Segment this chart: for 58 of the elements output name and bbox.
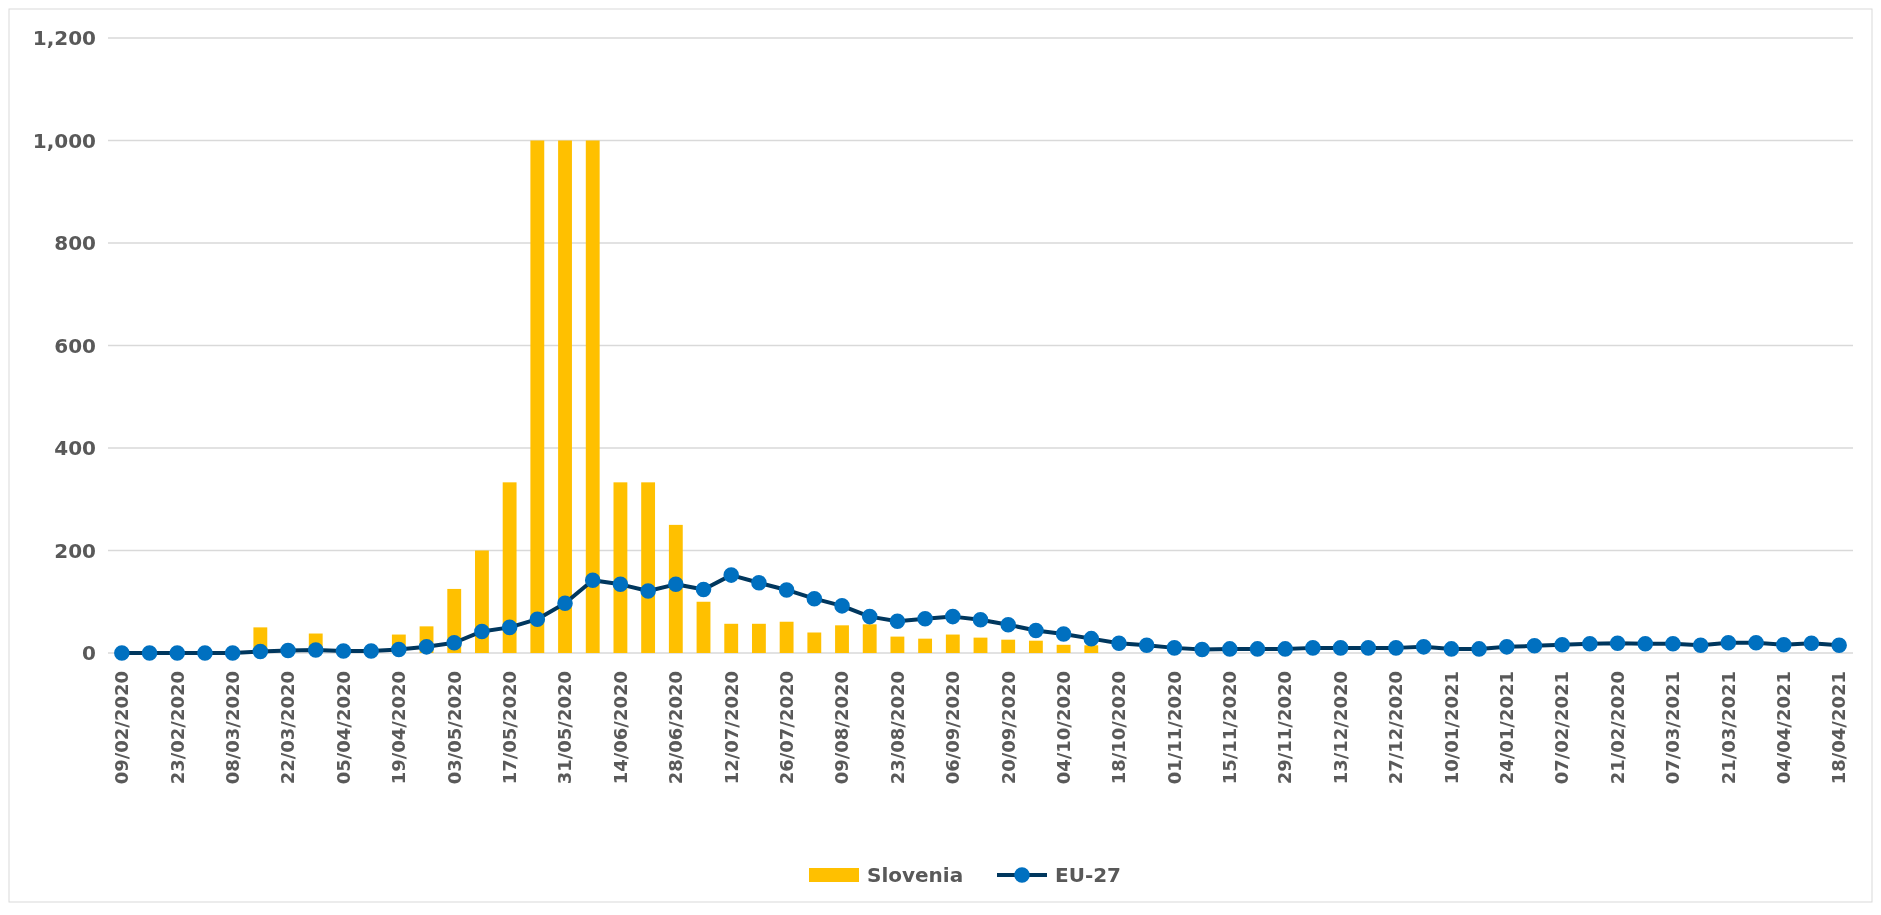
x-tick-label: 22/03/2020 — [277, 671, 299, 785]
x-tick-label: 24/01/2021 — [1496, 671, 1518, 785]
bar — [641, 482, 656, 653]
x-tick-label: 20/09/2020 — [997, 671, 1019, 785]
x-tick-label: 04/10/2020 — [1052, 671, 1074, 785]
bar — [973, 637, 988, 653]
bar — [918, 638, 933, 653]
x-tick-label: 29/11/2020 — [1274, 671, 1296, 785]
x-tick-label: 12/07/2020 — [720, 671, 742, 785]
x-tick-label: 13/12/2020 — [1329, 671, 1351, 785]
bar — [530, 140, 545, 653]
x-tick-label: 26/07/2020 — [775, 671, 797, 785]
x-tick-label: 03/05/2020 — [443, 671, 465, 785]
bar — [724, 623, 739, 653]
x-tick-label: 18/04/2021 — [1828, 671, 1850, 785]
x-tick-label: 01/11/2020 — [1163, 671, 1185, 785]
legend-label: Slovenia — [867, 863, 964, 887]
bar — [890, 636, 905, 653]
x-tick-label: 09/08/2020 — [831, 671, 853, 785]
x-tick-label: 04/04/2021 — [1773, 671, 1795, 785]
x-tick-label: 18/10/2020 — [1108, 671, 1130, 785]
x-tick-label: 10/01/2021 — [1440, 671, 1462, 785]
x-tick-label: 09/02/2020 — [111, 671, 133, 785]
x-tick-label: 23/08/2020 — [886, 671, 908, 785]
y-tick-label: 1,200 — [32, 26, 96, 50]
x-tick-label: 23/02/2020 — [166, 671, 188, 785]
x-tick-label: 27/12/2020 — [1385, 671, 1407, 785]
bar — [585, 140, 600, 653]
x-tick-label: 15/11/2020 — [1219, 671, 1241, 785]
y-tick-label: 800 — [54, 231, 96, 255]
bar — [613, 482, 628, 653]
x-tick-label: 05/04/2020 — [332, 671, 354, 785]
x-tick-label: 07/02/2021 — [1551, 671, 1573, 785]
legend-label: EU-27 — [1055, 863, 1122, 887]
bar — [502, 482, 517, 653]
bar — [807, 632, 822, 653]
bar — [835, 625, 849, 653]
y-tick-label: 200 — [54, 538, 96, 563]
y-tick-label: 1,000 — [32, 128, 96, 153]
x-tick-label: 31/05/2020 — [554, 671, 576, 785]
x-tick-label: 06/09/2020 — [942, 671, 964, 785]
y-tick-label: 400 — [54, 436, 96, 460]
x-tick-label: 19/04/2020 — [388, 671, 410, 785]
bar — [945, 634, 960, 653]
x-tick-label: 21/02/2020 — [1606, 671, 1628, 785]
y-tick-label: 0 — [82, 641, 96, 665]
bar — [696, 601, 711, 653]
y-tick-label: 600 — [54, 333, 96, 358]
x-tick-label: 28/06/2020 — [665, 671, 687, 785]
x-tick-label: 08/03/2020 — [221, 671, 243, 785]
x-tick-label: 07/03/2021 — [1662, 671, 1684, 785]
x-tick-label: 14/06/2020 — [609, 671, 631, 785]
bar — [558, 140, 572, 653]
x-tick-label: 17/05/2020 — [498, 671, 520, 785]
bar — [751, 623, 766, 653]
bar — [1001, 639, 1016, 653]
x-tick-label: 21/03/2021 — [1717, 671, 1739, 785]
bar — [779, 621, 794, 653]
